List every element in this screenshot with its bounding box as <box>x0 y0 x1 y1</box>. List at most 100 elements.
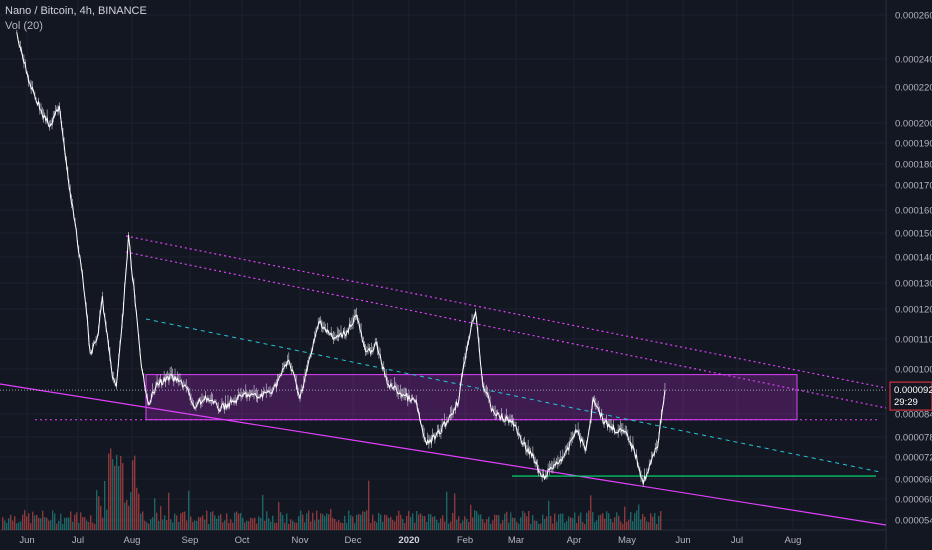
volume-bar <box>92 522 94 530</box>
volume-bar <box>342 523 344 530</box>
volume-bar <box>412 513 414 530</box>
volume-bar <box>632 521 634 530</box>
volume-bar <box>578 515 580 530</box>
volume-bar <box>526 516 528 530</box>
volume-bar <box>524 512 526 530</box>
volume-bar <box>548 500 550 530</box>
volume-bar <box>440 518 442 530</box>
volume-bar <box>492 520 494 530</box>
volume-bar <box>446 491 448 530</box>
volume-bar <box>352 516 354 530</box>
volume-bar <box>272 515 274 530</box>
volume-bar <box>122 463 124 530</box>
volume-bar <box>334 518 336 530</box>
last-price-tag[interactable] <box>889 381 932 411</box>
volume-bar <box>274 522 276 530</box>
volume-bar <box>550 515 552 530</box>
volume-bar <box>222 522 224 530</box>
volume-bar <box>4 520 6 530</box>
time-tick-label: Nov <box>292 535 309 546</box>
volume-bar <box>162 519 164 530</box>
volume-bar <box>528 511 530 530</box>
volume-bar <box>536 520 538 530</box>
volume-bar <box>344 515 346 530</box>
volume-bar <box>192 521 194 530</box>
volume-bar <box>232 522 234 530</box>
volume-bar <box>278 502 280 530</box>
volume-bar <box>368 480 370 530</box>
volume-bar <box>514 518 516 530</box>
volume-bar <box>410 516 412 530</box>
volume-bar <box>172 522 174 530</box>
volume-bar <box>28 513 30 530</box>
time-tick-label: Apr <box>567 535 582 546</box>
inner-upper-trendline <box>125 251 887 409</box>
volume-bar <box>640 519 642 530</box>
volume-bar <box>190 516 192 530</box>
volume-bar <box>506 511 508 530</box>
volume-bar <box>382 521 384 530</box>
volume-bar <box>228 522 230 530</box>
volume-bar <box>466 518 468 530</box>
volume-bar <box>86 520 88 530</box>
time-tick-label: Mar <box>508 535 524 546</box>
volume-bar <box>614 517 616 530</box>
volume-bar <box>580 512 582 530</box>
volume-bar <box>388 517 390 530</box>
volume-bar <box>642 514 644 530</box>
volume-bar <box>62 523 64 530</box>
volume-bar <box>510 512 512 530</box>
volume-bar <box>116 454 118 530</box>
volume-bar <box>108 453 110 530</box>
volume-bar <box>224 520 226 530</box>
volume-bar <box>58 520 60 530</box>
volume-bar <box>178 522 180 530</box>
volume-bar <box>502 520 504 530</box>
volume-bar <box>196 520 198 530</box>
time-tick-label: Aug <box>785 535 802 546</box>
time-tick-label: Jun <box>675 535 690 546</box>
volume-bar <box>80 512 82 530</box>
volume-bar <box>206 510 208 530</box>
volume-bar <box>88 522 90 530</box>
volume-bar <box>264 520 266 530</box>
volume-bar <box>44 517 46 530</box>
volume-bar <box>230 519 232 530</box>
volume-bar <box>370 523 372 530</box>
volume-bar <box>126 500 128 530</box>
volume-bar <box>494 514 496 530</box>
time-tick-label: 2020 <box>398 535 419 546</box>
volume-bar <box>482 519 484 530</box>
volume-bar <box>220 514 222 530</box>
volume-bar <box>608 513 610 530</box>
volume-bar <box>462 520 464 530</box>
volume-bar <box>602 513 604 530</box>
volume-bar <box>54 513 56 530</box>
volume-bar <box>420 513 422 530</box>
volume-bar <box>42 510 44 530</box>
volume-bar <box>650 513 652 530</box>
volume-bar <box>496 514 498 530</box>
volume-bar <box>218 515 220 530</box>
volume-bar <box>330 508 332 530</box>
volume-bar <box>452 512 454 530</box>
volume-bar <box>456 519 458 530</box>
volume-bar <box>386 515 388 530</box>
volume-bar <box>540 523 542 530</box>
volume-bar <box>474 510 476 530</box>
volume-bar <box>326 513 328 530</box>
volume-bar <box>238 513 240 530</box>
symbol-title[interactable]: Nano / Bitcoin, 4h, BINANCE <box>5 5 147 17</box>
volume-bar <box>248 521 250 530</box>
volume-bar <box>374 521 376 530</box>
volume-bar <box>276 522 278 530</box>
volume-bar <box>158 521 160 530</box>
volume-indicator-label[interactable]: Vol (20) <box>5 20 43 32</box>
